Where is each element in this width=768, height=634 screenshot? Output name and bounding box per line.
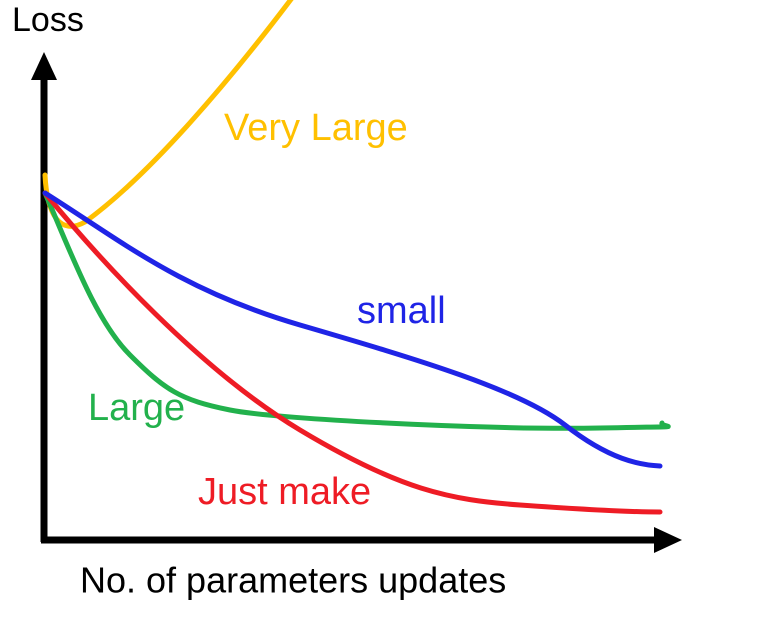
curve-label: Just make: [198, 471, 371, 513]
curve-label: Very Large: [224, 107, 408, 149]
curve-large: [42, 190, 671, 431]
curve-just-make: [42, 190, 663, 515]
curve-small: [42, 190, 663, 469]
y-axis-label: Loss: [12, 1, 84, 39]
y-axis-arrow: [31, 52, 57, 80]
curve-label: small: [357, 290, 446, 332]
x-axis-label: No. of parameters updates: [80, 560, 506, 601]
x-axis-arrow: [654, 527, 682, 553]
curve-label: Large: [88, 387, 185, 429]
